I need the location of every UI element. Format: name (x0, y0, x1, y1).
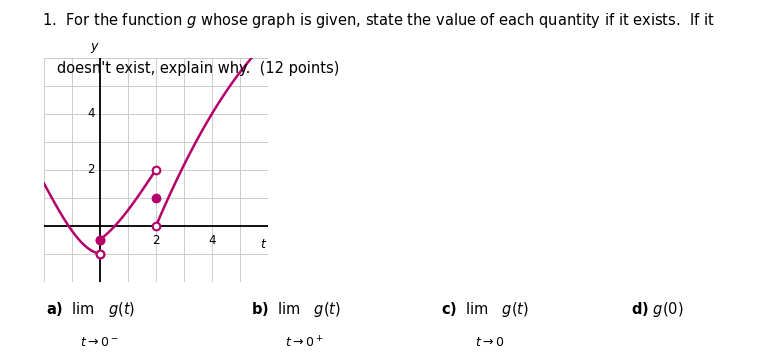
Text: $\mathbf{c)}$  $\lim$   $g(t)$: $\mathbf{c)}$ $\lim$ $g(t)$ (441, 300, 529, 319)
Text: 1.  For the function $g$ whose graph is given, state the value of each quantity : 1. For the function $g$ whose graph is g… (42, 11, 714, 30)
Text: $t \to 0^-$: $t \to 0^-$ (80, 336, 119, 349)
Text: $\mathbf{d)}$ $g(0)$: $\mathbf{d)}$ $g(0)$ (631, 300, 683, 319)
Text: $t \to 0^+$: $t \to 0^+$ (285, 336, 324, 351)
Text: 2: 2 (153, 234, 160, 247)
Text: 4: 4 (87, 107, 94, 120)
Text: $t$: $t$ (261, 238, 268, 251)
Text: $y$: $y$ (90, 41, 100, 55)
Text: $t \to 0$: $t \to 0$ (475, 336, 505, 349)
Text: 2: 2 (87, 163, 94, 176)
Text: $\mathbf{b)}$  $\lim$   $g(t)$: $\mathbf{b)}$ $\lim$ $g(t)$ (251, 300, 340, 319)
Text: doesn't exist, explain why.  (12 points): doesn't exist, explain why. (12 points) (57, 61, 340, 77)
Text: $\mathbf{a)}$  $\lim$   $g(t)$: $\mathbf{a)}$ $\lim$ $g(t)$ (46, 300, 135, 319)
Text: 4: 4 (208, 234, 216, 247)
